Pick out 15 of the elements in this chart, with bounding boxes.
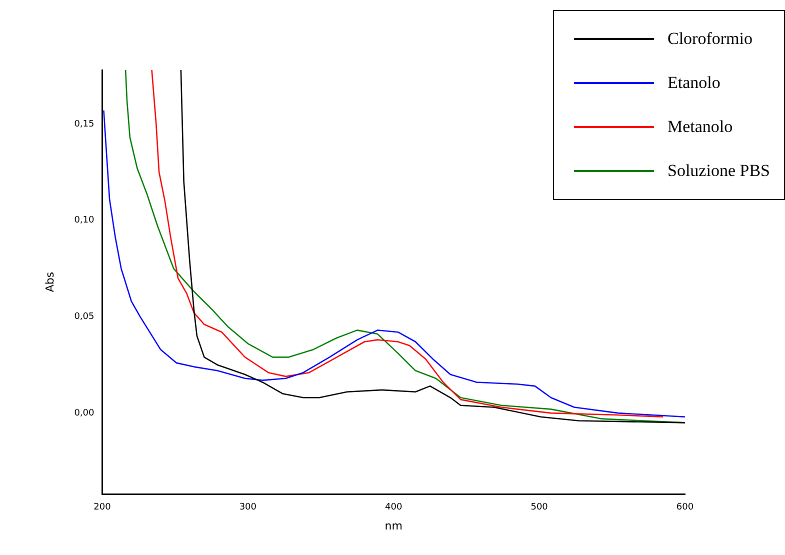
legend-label: Metanolo	[668, 117, 733, 137]
legend-label: Etanolo	[668, 73, 720, 93]
y-axis-title: Abs	[43, 272, 56, 292]
y-tick-label: 0,05	[74, 312, 94, 322]
x-tick-label: 300	[239, 502, 257, 513]
x-axis-title: nm	[384, 519, 402, 532]
x-tick-label: 400	[385, 502, 402, 513]
y-tick-label: 0,00	[74, 408, 95, 418]
x-tick-label: 600	[676, 502, 694, 513]
y-tick-label: 0,10	[74, 216, 95, 226]
x-tick-label: 200	[94, 502, 112, 513]
x-tick-label: 500	[530, 502, 548, 513]
legend-label: Cloroformio	[668, 29, 752, 49]
legend-label: Soluzione PBS	[668, 161, 770, 181]
y-tick-label: 0,15	[74, 119, 94, 130]
